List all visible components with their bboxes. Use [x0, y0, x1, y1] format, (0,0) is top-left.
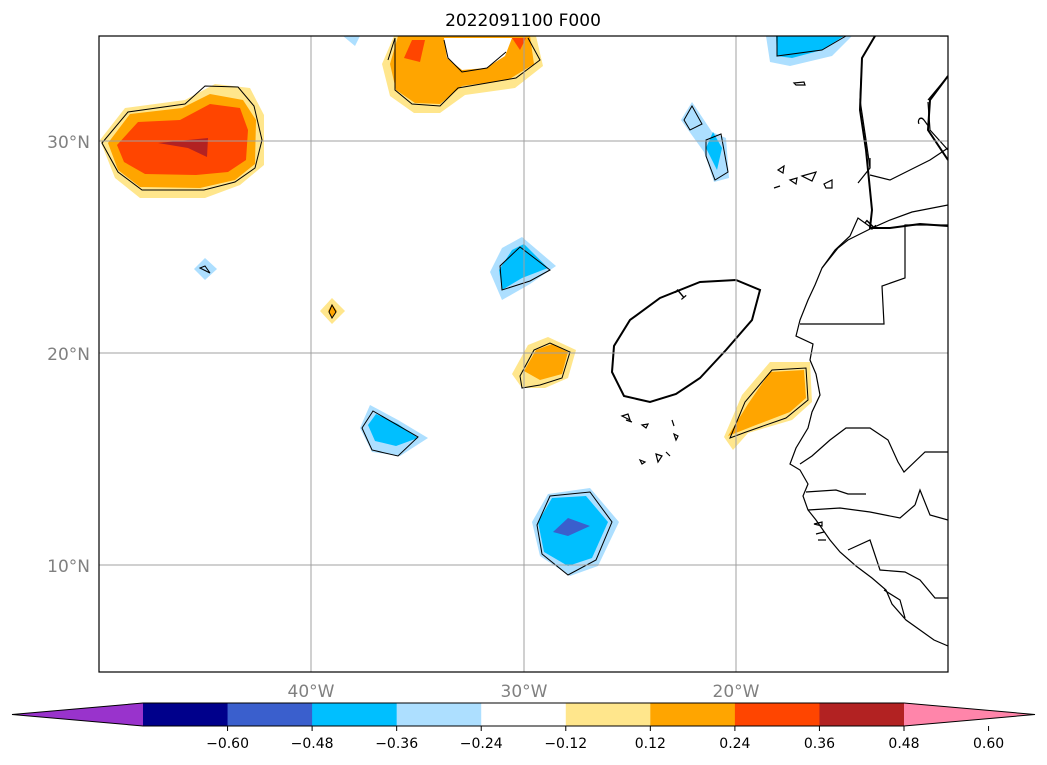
lon-label-40w: 40°W: [288, 682, 335, 702]
colorbar-segment: [227, 703, 313, 726]
map-frame: [98, 35, 949, 673]
bijagos-islands: [813, 521, 826, 541]
negative-anomaly-dot-northwest: [343, 36, 360, 46]
anomaly-fills: [100, 36, 852, 576]
anomaly-outline-northeast: [776, 36, 847, 57]
colorbar-tick-label: 0.36: [804, 736, 835, 752]
sierra-leone-border: [883, 589, 906, 619]
positive-anomaly-region-northwest-core: [158, 138, 208, 157]
colorbar-tick-label: 0.60: [973, 736, 1004, 752]
map-panel: 1 2 1: [99, 36, 948, 672]
anomaly-outline-coastal: [729, 367, 809, 439]
colorbar-segment: [312, 703, 398, 726]
contour-line-iberia: [926, 75, 948, 161]
map-title: 2022091100 F000: [445, 11, 601, 31]
contour-label-iberia: 2: [914, 115, 933, 128]
gambia-border: [805, 489, 866, 495]
positive-anomaly-region-north-red: [404, 40, 425, 62]
anomaly-outline-north-inner: [443, 39, 507, 73]
anomaly-outlines: [101, 36, 847, 576]
colorbar-segment: [819, 703, 905, 726]
colorbar-tick-label: 0.48: [888, 736, 919, 752]
colorbar-segment: [565, 703, 651, 726]
negative-anomaly-region-west-blue: [368, 414, 418, 446]
contour-line-northeast: [858, 36, 948, 229]
colorbar-tick-label: −0.36: [375, 736, 418, 752]
colorbar-tick-label: −0.12: [544, 736, 587, 752]
mali-border: [914, 488, 948, 521]
lat-label-30n: 30°N: [47, 133, 90, 153]
anomaly-outline-midocean: [499, 246, 551, 291]
negative-anomaly-region-south-core: [553, 518, 590, 536]
colorbar-tick-label: −0.48: [291, 736, 334, 752]
anomaly-outline-dots: [198, 265, 337, 319]
contour-ring-central: [610, 278, 762, 404]
lat-label-20n: 20°N: [47, 345, 90, 365]
colorbar-segment: [143, 703, 229, 726]
gridlines: [99, 36, 948, 672]
western-sahara-border: [821, 227, 873, 269]
lon-label-30w: 30°W: [501, 682, 548, 702]
guinea-bissau-border: [807, 504, 916, 519]
negative-anomaly-dot-west: [194, 258, 217, 280]
colorbar-tick-label: −0.60: [206, 736, 249, 752]
positive-anomaly-region-northwest-red: [117, 104, 248, 175]
anomaly-outline-south: [536, 491, 613, 576]
colorbar-extend-high: [904, 703, 1035, 726]
anomaly-outline-canaries: [683, 104, 729, 181]
anomaly-outline-west: [361, 410, 419, 457]
colorbar-segment: [734, 703, 820, 726]
senegal-border: [799, 427, 948, 473]
colorbar-tick-label: 0.12: [635, 736, 666, 752]
colorbar-tick-label: 0.24: [719, 736, 750, 752]
anomaly-outline-northwest: [101, 85, 263, 191]
lat-label-10n: 10°N: [47, 557, 90, 577]
negative-anomaly-region-northeast-blue: [776, 36, 844, 58]
colorbar-tick-label: −0.24: [460, 736, 503, 752]
colorbar-segment: [650, 703, 736, 726]
cape-verde-islands: [620, 413, 679, 465]
anomaly-outline-central: [519, 342, 571, 389]
guinea-border: [847, 539, 948, 599]
anomaly-outline-north: [387, 37, 541, 107]
positive-anomaly-region-north-white: [444, 38, 512, 70]
colorbar-extend-low: [12, 703, 143, 726]
colorbar-segment: [481, 703, 567, 726]
colorbar-segment: [396, 703, 482, 726]
canary-islands: [773, 164, 833, 189]
bold-contours: [610, 36, 948, 404]
madeira-island: [792, 81, 806, 86]
colorbar-outline: [11, 702, 1036, 727]
positive-anomaly-region-coastal-orange: [728, 370, 806, 436]
colorbar: −0.60 −0.48 −0.36 −0.24 −0.12 0.12 0.24 0.36 0.4…: [11, 702, 1036, 752]
lon-label-20w: 20°W: [713, 682, 760, 702]
positive-anomaly-region-north-red-small: [512, 38, 526, 50]
